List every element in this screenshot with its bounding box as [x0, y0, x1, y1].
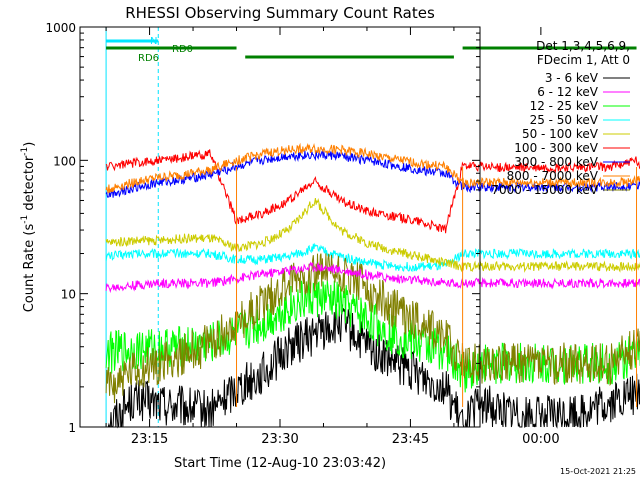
x-tick-label: 23:15	[131, 432, 168, 447]
y-tick-label: 10	[61, 288, 76, 302]
legend-label: 7000 - 15000 keV	[491, 183, 598, 197]
y-axis-label-mid: detector	[22, 155, 37, 215]
series-line	[105, 148, 640, 198]
flag-label-rd6: RD6	[138, 53, 159, 64]
series-line	[105, 149, 640, 234]
series-line	[105, 197, 640, 273]
plot-area: N RD0 RD6	[105, 27, 640, 429]
y-tick-label: 100	[53, 154, 76, 168]
x-tick-label: 23:30	[261, 432, 298, 447]
y-tick-label: 1000	[45, 21, 76, 35]
series-line	[105, 242, 640, 273]
x-tick-label: 00:00	[522, 432, 559, 447]
timestamp: 15-Oct-2021 21:25	[560, 467, 636, 476]
chart-title: RHESSI Observing Summary Count Rates	[125, 4, 435, 22]
flag-label-n: N	[150, 36, 157, 47]
legend: Det 1,3,4,5,6,9, FDecim 1, Att 0 3 - 6 k…	[491, 39, 630, 197]
legend-header-2: FDecim 1, Att 0	[537, 53, 630, 67]
series-line	[105, 253, 640, 404]
y-axis-label-end: )	[22, 142, 37, 147]
y-axis-label-exp2: -1	[20, 147, 30, 156]
y-tick-label: 1	[68, 421, 76, 435]
x-axis-label: Start Time (12-Aug-10 23:03:42)	[174, 456, 386, 471]
flag-label-rd0: RD0	[172, 44, 193, 55]
legend-label: 25 - 50 keV	[530, 113, 599, 127]
legend-header-1: Det 1,3,4,5,6,9,	[536, 39, 630, 53]
series-line	[106, 304, 640, 429]
x-tick-label: 23:45	[392, 432, 429, 447]
series-line	[105, 142, 640, 194]
legend-label: 6 - 12 keV	[537, 85, 599, 99]
legend-label: 3 - 6 keV	[545, 71, 599, 85]
y-axis-label-exp1: -1	[20, 215, 30, 224]
legend-label: 300 - 800 keV	[514, 155, 598, 169]
legend-label: 100 - 300 keV	[514, 141, 598, 155]
y-axis: 1 10 100 1000	[45, 21, 480, 435]
legend-label: 800 - 7000 keV	[507, 169, 599, 183]
series-line	[105, 279, 640, 393]
y-axis-label-main: Count Rate (s	[22, 224, 37, 313]
y-axis-label: Count Rate (s-1 detector-1)	[20, 142, 37, 313]
legend-label: 12 - 25 keV	[530, 99, 599, 113]
legend-label: 50 - 100 keV	[522, 127, 599, 141]
series-line	[105, 261, 640, 294]
